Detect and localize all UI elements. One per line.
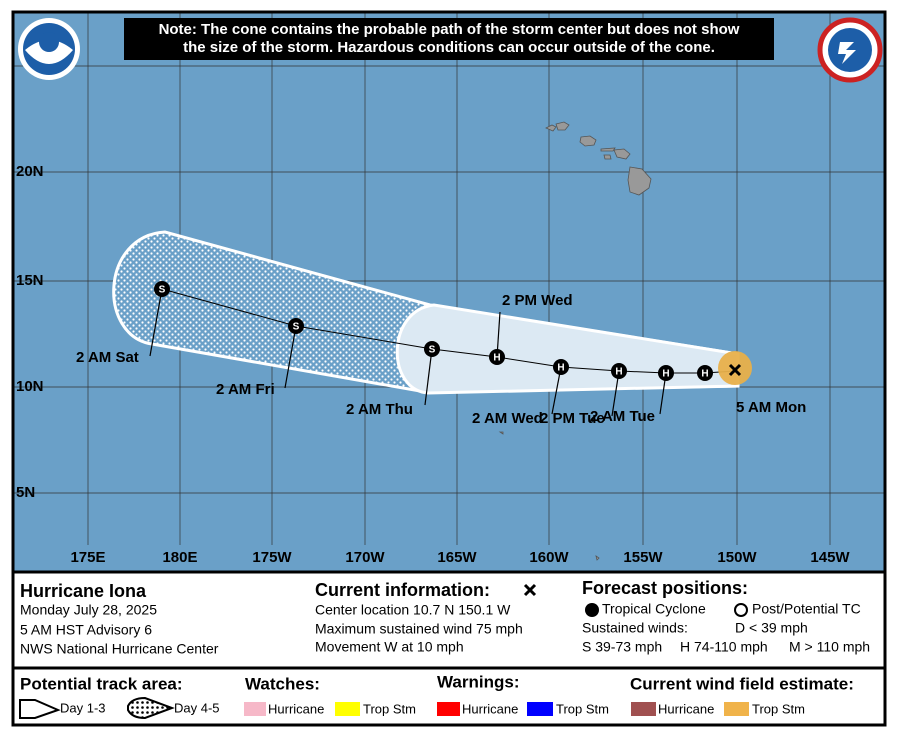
current-label: 5 AM Mon <box>736 399 806 416</box>
legend-title: Warnings: <box>437 672 519 691</box>
point-symbol: H <box>615 367 622 378</box>
grid: 20N 15N 10N 5N 175E 180E 175W 170W 165W 160W 155W 1… <box>13 12 885 566</box>
lat-label: 20N <box>16 163 44 180</box>
current-title: Current information: <box>315 580 490 600</box>
legend-label: Trop Stm <box>363 701 416 716</box>
lon-label: 165W <box>437 549 477 566</box>
swatch <box>437 702 460 716</box>
current-position <box>728 363 742 377</box>
legend-title: Watches: <box>245 674 320 693</box>
wind-class: H 74-110 mph <box>680 639 768 655</box>
point-symbol: H <box>662 369 669 380</box>
nws-logo <box>817 17 883 83</box>
forecast-points: H 2 AM Tue H 2 PM Tue H 2 AM Wed H 2 PM Wed H 2 A… <box>76 281 713 427</box>
point-label: 2 AM Wed <box>472 410 543 427</box>
swatch <box>724 702 749 716</box>
point-symbol: H <box>493 353 500 364</box>
point-label: 2 AM Tue <box>590 408 655 425</box>
post-label: Post/Potential TC <box>752 601 861 617</box>
legend-label: Day 1-3 <box>60 700 106 715</box>
swatch <box>244 702 266 716</box>
legend-label: Hurricane <box>658 701 714 716</box>
note: Note: The cone contains the probable pat… <box>159 21 740 38</box>
frame <box>11 10 887 727</box>
lon-label: 145W <box>810 549 850 566</box>
storm-info: Monday July 28, 2025 <box>20 602 157 618</box>
point-symbol: S <box>293 322 300 333</box>
lat-label: 15N <box>16 272 44 289</box>
day13-icon <box>19 699 61 719</box>
legend-title: Current wind field estimate: <box>630 674 854 693</box>
lon-label: 175E <box>70 549 105 566</box>
forecast-point <box>611 363 627 379</box>
legend-label: Day 4-5 <box>174 700 220 715</box>
lat-label: 10N <box>16 378 44 395</box>
lat-label: 5N <box>16 484 35 501</box>
forecast-point <box>697 365 713 381</box>
point-label: 2 PM Tue <box>540 410 605 427</box>
forecast-title: Forecast positions: <box>582 578 748 598</box>
lon-label: 160W <box>529 549 569 566</box>
point-label: 2 AM Fri <box>216 381 275 398</box>
forecast-cone <box>112 230 752 395</box>
tc-label: Tropical Cyclone <box>602 601 706 617</box>
forecast-point <box>154 281 170 297</box>
point-label: 2 AM Sat <box>76 349 139 366</box>
swatch <box>631 702 656 716</box>
forecast-point <box>424 341 440 357</box>
legend-title: Potential track area: <box>20 674 183 693</box>
post-icon <box>734 603 748 617</box>
point-symbol: S <box>159 285 166 296</box>
forecast-point <box>658 365 674 381</box>
legend-label: Hurricane <box>268 701 324 716</box>
point-label: 2 AM Thu <box>346 401 413 418</box>
lon-label: 150W <box>717 549 757 566</box>
legend-label: Trop Stm <box>752 701 805 716</box>
note: the size of the storm. Hazardous conditi… <box>183 39 715 56</box>
storm-name: Hurricane Iona <box>20 581 147 601</box>
leader-line <box>284 325 297 389</box>
leader-line <box>149 288 163 357</box>
noaa-logo <box>18 18 80 80</box>
current-icon <box>523 583 537 597</box>
winds-title: Sustained winds: <box>582 620 688 636</box>
swatch <box>335 702 360 716</box>
lon-label: 170W <box>345 549 385 566</box>
lon-label: 175W <box>252 549 292 566</box>
storm-info: NWS National Hurricane Center <box>20 641 219 657</box>
point-label: 2 PM Wed <box>502 292 573 309</box>
storm-info: 5 AM HST Advisory 6 <box>20 622 152 638</box>
forecast-point <box>489 349 505 365</box>
forecast-point <box>288 318 304 334</box>
wind-class: D < 39 mph <box>735 620 808 636</box>
current-info: Maximum sustained wind 75 mph <box>315 621 523 637</box>
legend-label: Trop Stm <box>556 701 609 716</box>
wind-class: M > 110 mph <box>789 639 870 655</box>
wind-class: S 39-73 mph <box>582 639 662 655</box>
forecast-point <box>553 359 569 375</box>
hawaii <box>498 121 652 561</box>
lon-label: 180E <box>162 549 197 566</box>
tc-icon <box>585 603 599 617</box>
point-symbol: S <box>429 345 436 356</box>
day45-icon <box>127 696 175 720</box>
legend-label: Hurricane <box>462 701 518 716</box>
swatch <box>527 702 553 716</box>
point-symbol: H <box>701 369 708 380</box>
current-info: Movement W at 10 mph <box>315 639 464 655</box>
leader-line <box>424 348 433 406</box>
note-box <box>124 18 774 60</box>
lon-label: 155W <box>623 549 663 566</box>
point-symbol: H <box>557 363 564 374</box>
current-info: Center location 10.7 N 150.1 W <box>315 602 511 618</box>
